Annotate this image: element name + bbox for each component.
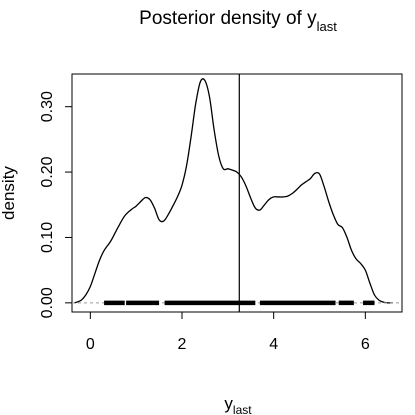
y-tick-label: 0.00 [39,287,56,318]
x-tick-label: 2 [178,336,187,353]
chart-title-main: Posterior density of y [139,8,317,29]
plot-frame [71,73,403,313]
x-axis-label: ylast [224,394,252,415]
chart-title: Posterior density of ylast [139,8,337,34]
chart-title-subscript: last [317,19,338,34]
x-tick-label: 0 [86,336,95,353]
x-axis-label-main: y [224,394,233,413]
density-curve [74,78,393,304]
x-axis-label-subscript: last [233,403,252,415]
y-tick-label: 0.20 [39,156,56,187]
y-axis-label: density [0,166,18,220]
y-tick-label: 0.30 [39,91,56,122]
y-tick-label: 0.10 [39,222,56,253]
x-tick-label: 4 [269,336,278,353]
x-tick-label: 6 [361,336,370,353]
